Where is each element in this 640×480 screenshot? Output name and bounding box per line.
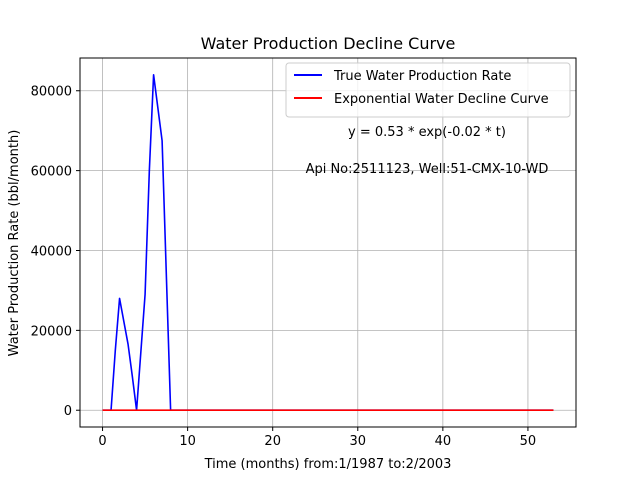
y-tick-label: 60000 (31, 165, 72, 180)
series-layer (102, 73, 554, 412)
x-tick-label: 20 (264, 434, 281, 449)
legend: True Water Production Rate Exponential W… (285, 62, 571, 118)
y-tick-label: 0 (64, 404, 72, 419)
chart-title: Water Production Decline Curve (201, 34, 456, 53)
x-tick-label: 50 (520, 434, 537, 449)
y-tick-label: 40000 (31, 244, 72, 259)
x-tick-label: 0 (98, 434, 106, 449)
legend-label-exponential: Exponential Water Decline Curve (334, 92, 549, 107)
x-tick-label: 40 (435, 434, 452, 449)
x-tick-label: 30 (350, 434, 367, 449)
x-tick-label: 10 (179, 434, 196, 449)
tick-layer: 0 10 20 30 40 50 0 20000 40000 60000 80000 (31, 85, 537, 449)
y-tick-label: 80000 (31, 85, 72, 100)
well-annotation: Api No:2511123, Well:51-CMX-10-WD (306, 162, 549, 177)
legend-box (285, 62, 571, 118)
plot-frame (79, 57, 577, 428)
x-axis-label: Time (months) from:1/1987 to:2/2003 (204, 457, 452, 472)
equation-annotation: y = 0.53 * exp(-0.02 * t) (348, 125, 506, 140)
y-tick-label: 20000 (31, 324, 72, 339)
legend-label-true-rate: True Water Production Rate (333, 69, 511, 84)
y-axis-label: Water Production Rate (bbl/month) (7, 130, 22, 357)
